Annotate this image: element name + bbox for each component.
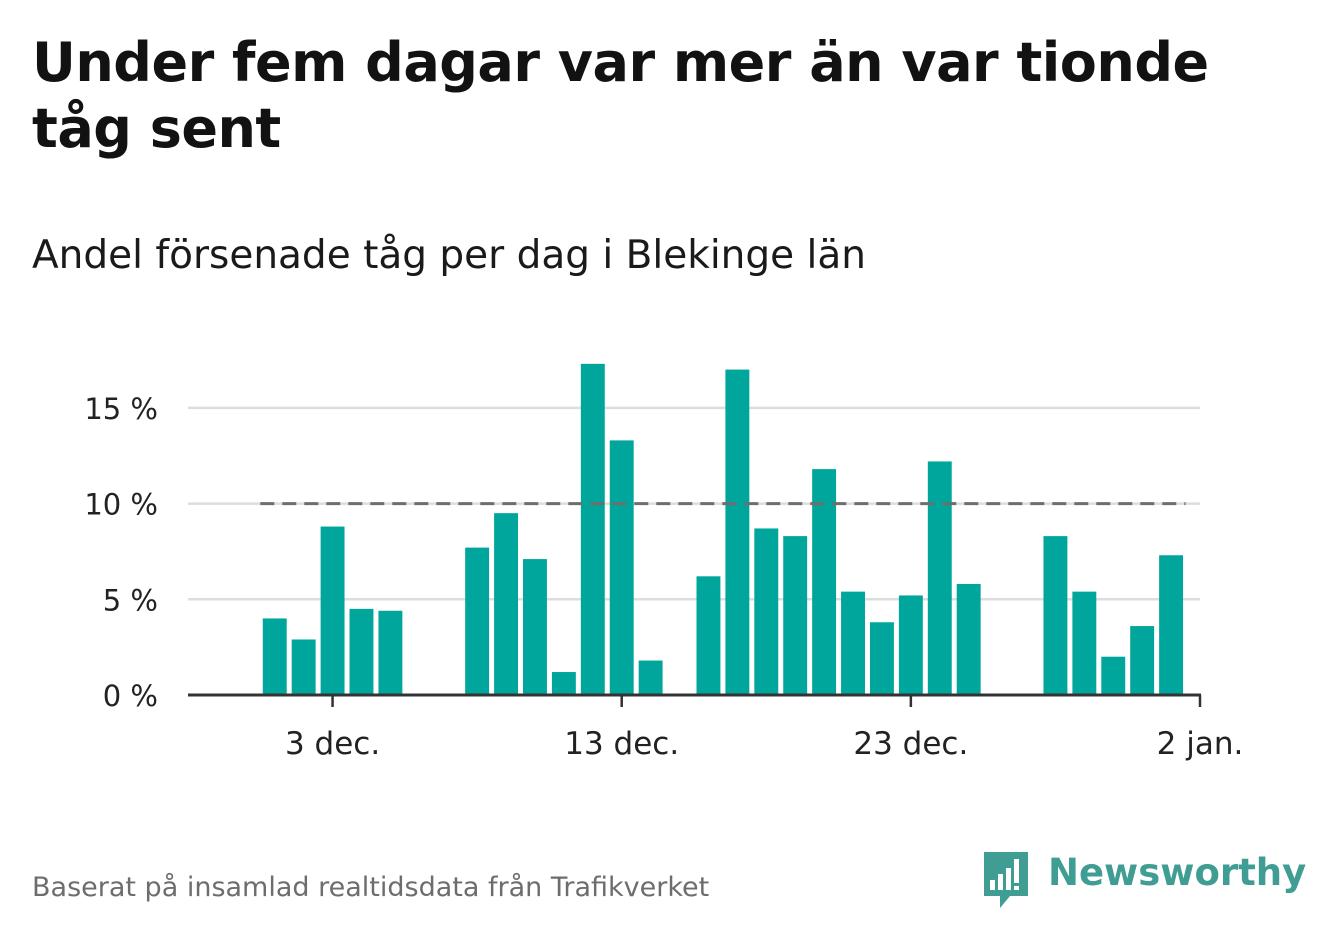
bar	[1159, 555, 1184, 695]
brand: Newsworthy	[980, 848, 1306, 912]
bar	[638, 660, 663, 695]
bar	[494, 513, 519, 695]
y-tick-label: 5 %	[103, 583, 158, 617]
bar	[725, 369, 750, 695]
bar	[1043, 536, 1068, 695]
bar	[378, 610, 403, 695]
newsworthy-chart-bubble-icon	[984, 852, 1028, 908]
bar	[754, 528, 779, 695]
bar	[898, 595, 923, 695]
axes: 0 % 5 % 10 % 15 % 3 dec. 13 dec. 23 dec. 2 jan.	[84, 392, 1243, 762]
bar	[262, 618, 287, 695]
bar	[783, 536, 808, 695]
bar	[609, 440, 634, 695]
bar	[869, 622, 894, 695]
x-tick-label: 2 jan.	[1157, 726, 1244, 762]
source-note: Baserat på insamlad realtidsdata från Tr…	[32, 872, 710, 903]
x-tick-label: 3 dec.	[285, 726, 380, 762]
bar	[1072, 591, 1097, 695]
bar	[1101, 656, 1126, 695]
chart-subtitle: Andel försenade tåg per dag i Blekinge l…	[32, 233, 866, 278]
y-tick-label: 15 %	[84, 392, 158, 426]
bar	[1130, 626, 1155, 695]
bar	[465, 547, 490, 695]
bar	[927, 461, 952, 695]
bars	[262, 363, 1184, 695]
brand-name: Newsworthy	[1048, 851, 1307, 894]
bar	[696, 576, 721, 695]
bar	[320, 526, 345, 695]
y-tick-label: 0 %	[103, 679, 158, 713]
bar-chart: 0 % 5 % 10 % 15 % 3 dec. 13 dec. 23 dec. 2 jan.	[84, 363, 1243, 762]
x-tick-label: 23 dec.	[853, 726, 968, 762]
bar	[841, 591, 865, 695]
x-tick-label: 13 dec.	[564, 726, 679, 762]
bar	[812, 469, 837, 695]
chart-title: Under fem dagar var mer än var tionde tå…	[32, 31, 1209, 160]
bar	[551, 672, 576, 695]
bar	[580, 363, 605, 695]
bar	[956, 583, 981, 695]
bar	[523, 559, 547, 695]
bar	[349, 608, 374, 695]
y-tick-label: 10 %	[84, 488, 158, 522]
bar	[291, 639, 316, 695]
